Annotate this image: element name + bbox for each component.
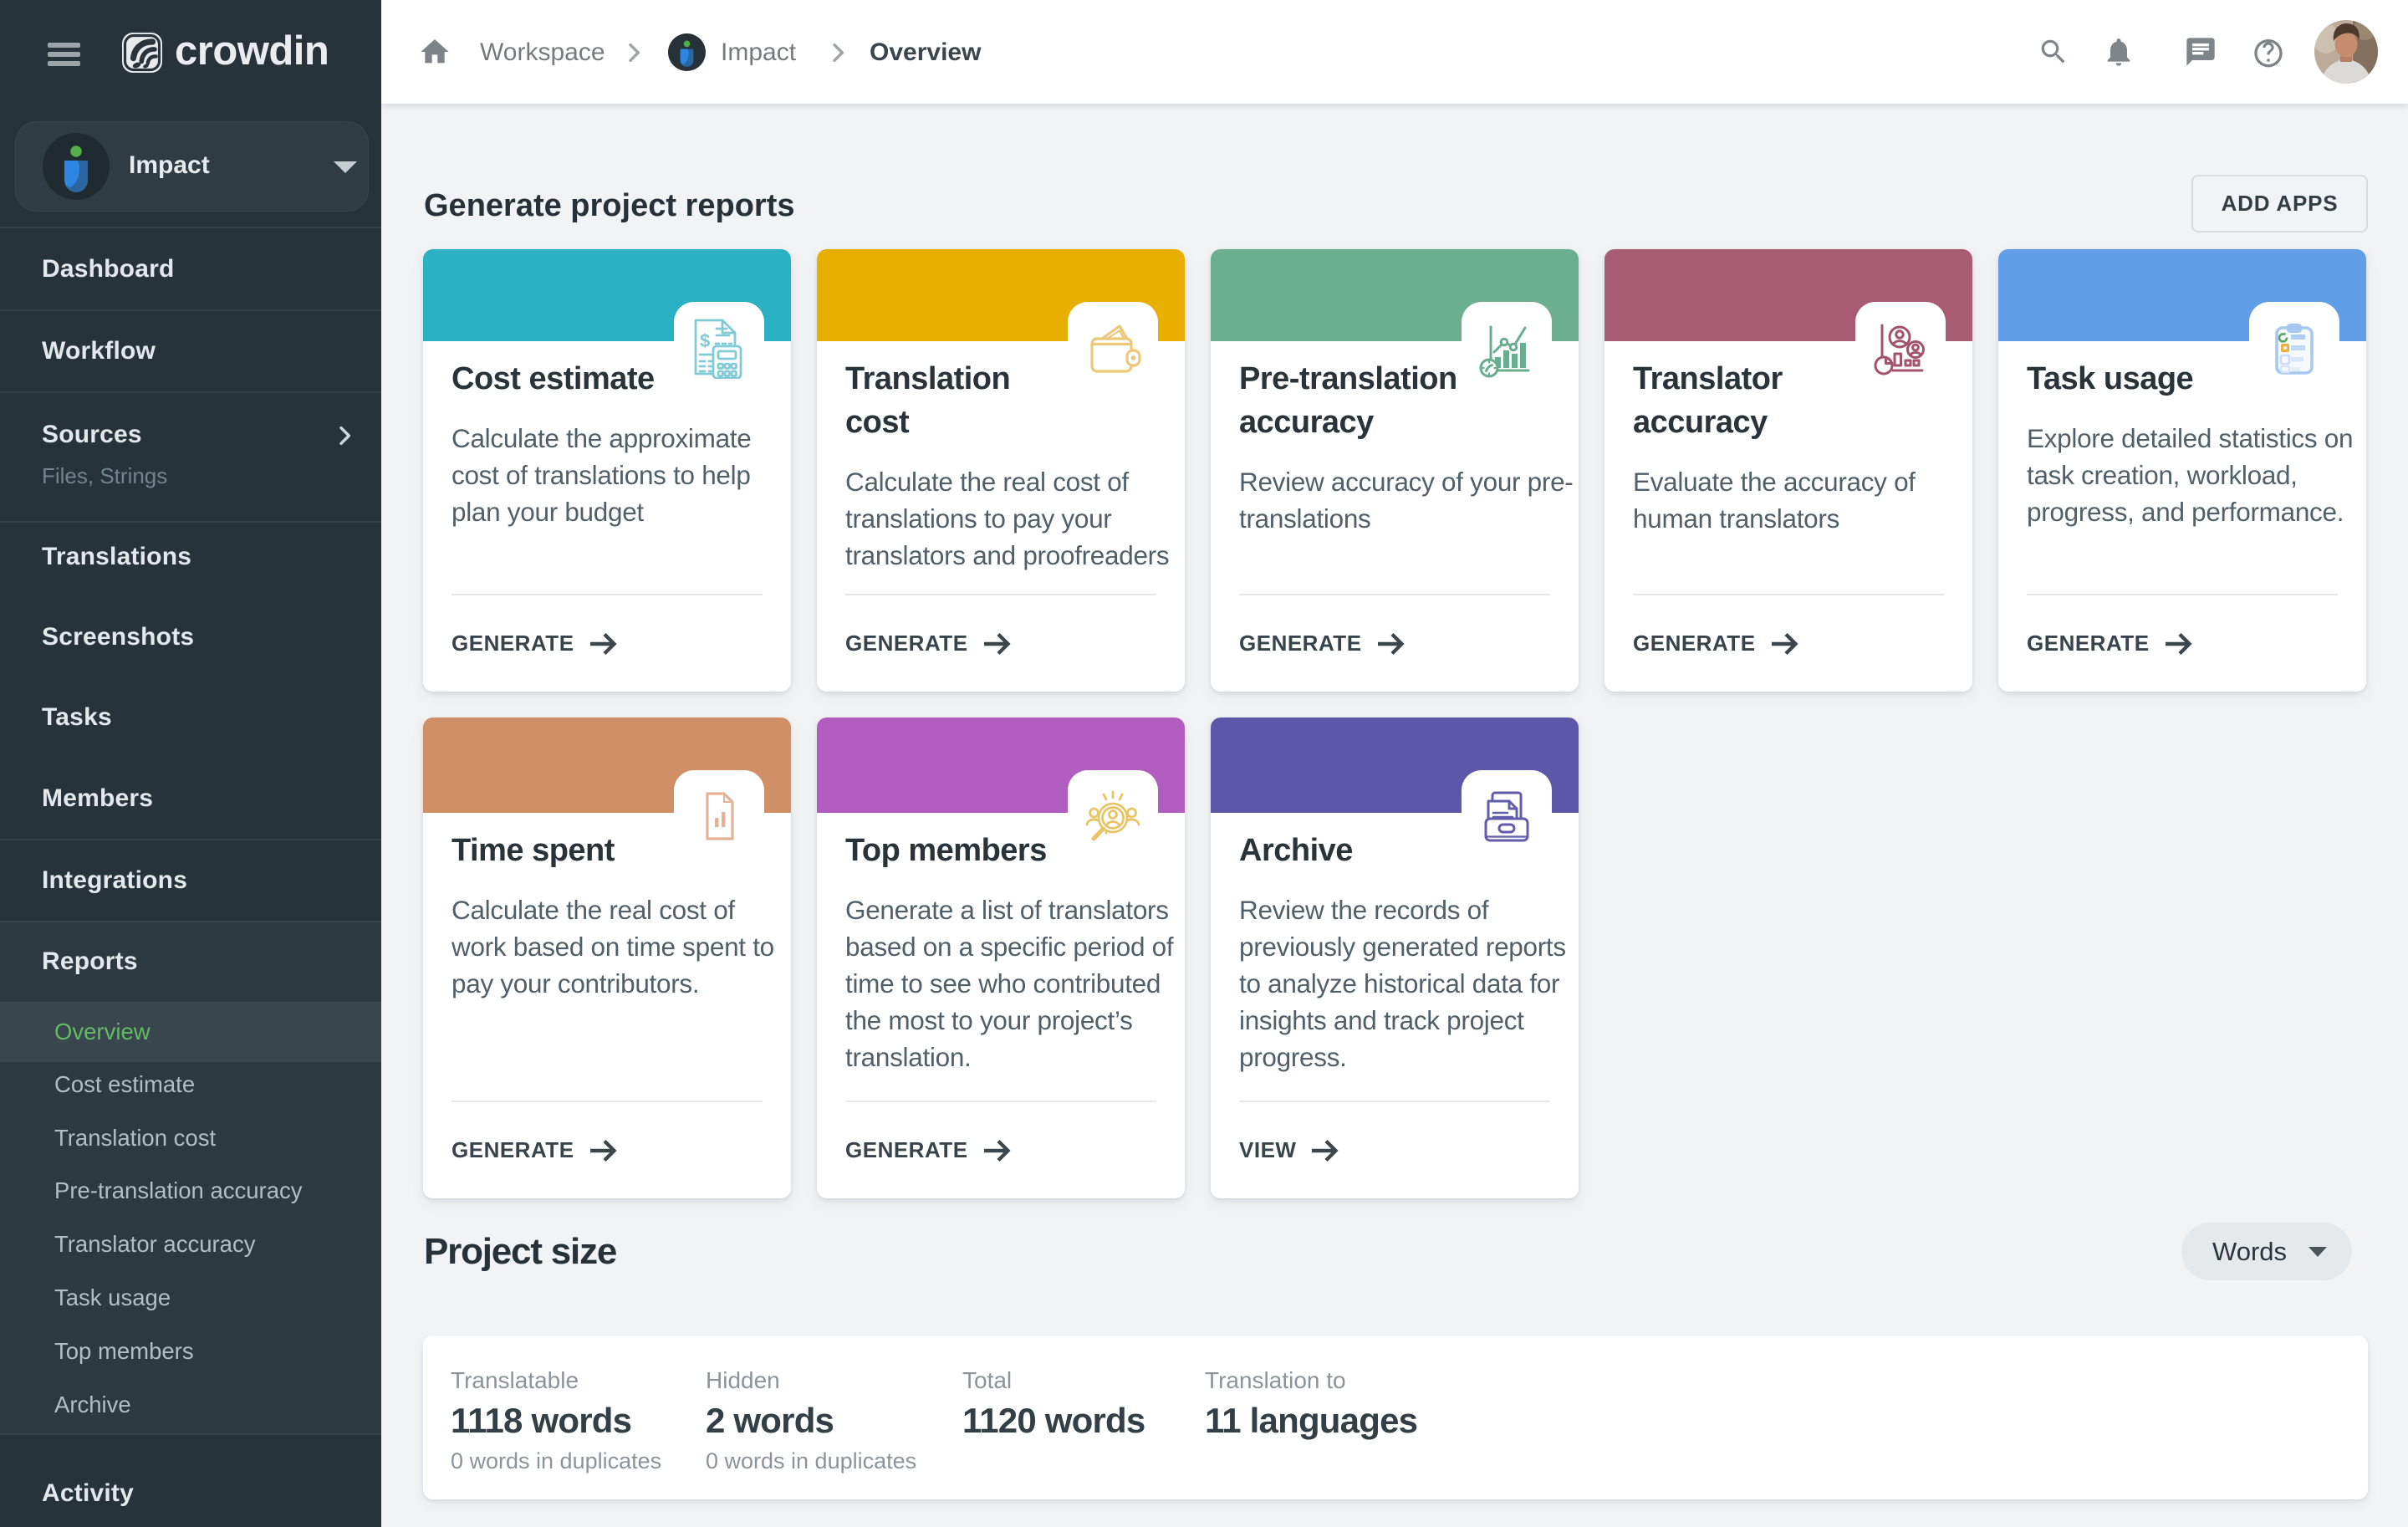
- svg-text:$: $: [700, 330, 710, 351]
